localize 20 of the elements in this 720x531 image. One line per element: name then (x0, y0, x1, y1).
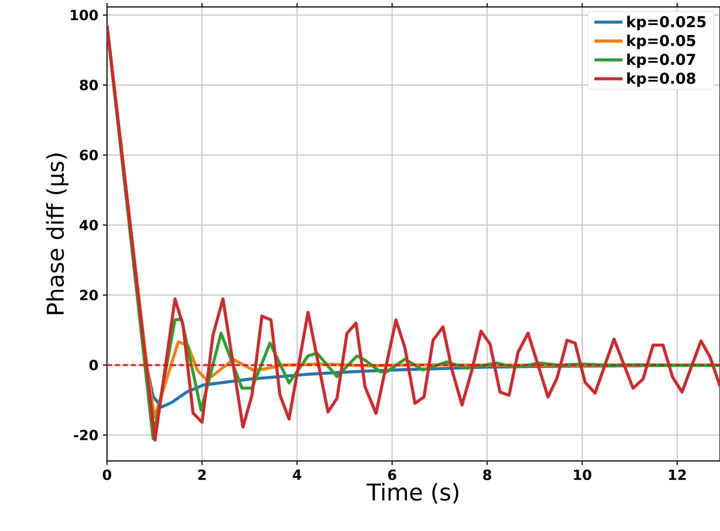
y-tick-label: 60 (80, 150, 98, 160)
x-tick-label: 12 (669, 470, 686, 480)
y-tick-label: 20 (80, 290, 98, 300)
x-tick-label: 8 (483, 470, 492, 480)
legend-label: kp=0.08 (627, 72, 696, 87)
x-tick-label: 0 (102, 470, 112, 480)
legend-label: kp=0.025 (627, 16, 706, 30)
y-axis-title: Phase diff (µs) (46, 154, 68, 314)
legend-label: kp=0.07 (627, 53, 696, 68)
x-axis-title: Time (s) (366, 482, 458, 504)
x-tick-label: 4 (292, 470, 302, 480)
x-tick-label: 2 (198, 470, 206, 480)
y-tick-label: 100 (70, 10, 98, 20)
y-tick-label: 0 (89, 360, 98, 370)
x-tick-label: 10 (574, 470, 592, 480)
y-tick-label: 80 (80, 80, 98, 90)
x-tick-label: 6 (388, 470, 396, 480)
legend-label: kp=0.05 (627, 34, 696, 50)
y-tick-label: 40 (80, 220, 98, 230)
y-tick-label: -20 (74, 430, 98, 440)
